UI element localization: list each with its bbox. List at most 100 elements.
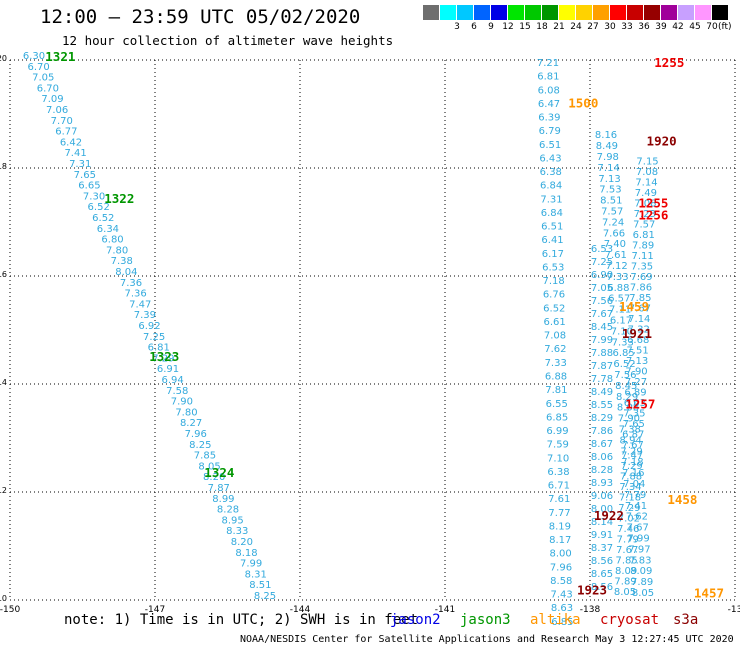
colorbar-box [525,5,541,20]
wave-height-value: 7.18 [542,276,564,287]
colorbar-unit: (ft) [718,22,732,32]
wave-height-value: 8.08 [617,403,639,414]
wave-height-value: 6.85 [546,412,568,423]
wave-height-value: 7.62 [626,512,648,523]
pass-number-label: 1321 [45,49,75,64]
wave-height-value: 6.88 [545,371,567,382]
wave-height-value: 8.51 [249,580,271,591]
pass-number-label: 1923 [577,583,607,598]
wave-height-value: 8.51 [600,196,622,207]
wave-height-value: 7.31 [69,159,91,170]
wave-height-value: 7.65 [623,419,645,430]
colorbar-box [678,5,694,20]
colorbar-box [661,5,677,20]
wave-height-value: 7.61 [605,250,627,261]
wave-height-value: 6.85 [613,348,635,359]
wave-height-value: 7.85 [629,293,651,304]
colorbar-label: 6 [471,22,477,32]
wave-height-value: 7.62 [544,344,566,355]
wave-height-value: 7.61 [548,494,570,505]
wave-height-value: 6.91 [157,364,179,375]
wave-height-value: 8.20 [203,472,225,483]
wave-height-value: 7.33 [612,337,634,348]
wave-height-value: 7.27 [625,377,647,388]
wave-height-value: 8.65 [591,569,613,580]
wave-height-value: 8.93 [591,478,613,489]
wave-height-value: 7.59 [547,440,569,451]
wave-height-value: 8.09 [615,566,637,577]
colorbar-label: 27 [587,22,599,32]
wave-height-value: 7.11 [609,305,631,316]
wave-height-value: 7.34 [619,482,641,493]
wave-height-value: 7.89 [632,241,654,252]
wave-height-value: 6.84 [541,208,563,219]
colorbar-box [423,5,439,20]
pass-number-label: 1457 [694,585,724,600]
wave-height-value: 7.35 [623,409,645,420]
legend-s3a: s3a [673,612,699,628]
colorbar-label: 9 [488,22,494,32]
wave-height-value: 7.36 [125,289,147,300]
wave-height-value: 7.04 [623,479,645,490]
wave-height-value: 8.19 [549,521,571,532]
wave-height-value: 7.51 [627,346,649,357]
wave-height-value: 6.79 [539,126,561,137]
wave-height-value: 7.14 [628,314,650,325]
wave-height-value: 6.39 [538,113,560,124]
colorbar-box [559,5,575,20]
wave-height-value: 8.49 [596,141,618,152]
wave-height-value: 7.77 [548,508,570,519]
wave-height-value: 8.37 [591,543,613,554]
wave-height-value: 7.25 [591,257,613,268]
wave-height-value: 6.81 [633,230,655,241]
wave-height-value: 7.80 [175,407,197,418]
colorbar-label: 42 [672,22,684,32]
wave-height-value: 9.06 [591,491,613,502]
wave-height-value: 6.38 [540,167,562,178]
wave-height-value: 7.56 [591,296,613,307]
wave-height-value: 7.58 [166,386,188,397]
wave-height-value: 7.88 [591,348,613,359]
wave-height-value: 8.28 [591,465,613,476]
wave-height-value: 7.29 [620,461,642,472]
wave-height-value: 7.69 [630,272,652,283]
wave-height-value: 7.24 [602,217,624,228]
wave-height-value: 6.81 [148,343,170,354]
colorbar-label: 15 [519,22,531,32]
wave-height-value: 6.43 [539,153,561,164]
wave-height-value: 8.58 [550,576,572,587]
pass-number-label: 1257 [625,396,655,411]
wave-height-value: 6.17 [542,249,564,260]
wave-height-value: 8.06 [591,452,613,463]
wave-height-value: 7.41 [64,148,86,159]
wave-height-value: 8.45 [591,322,613,333]
wave-height-value: 8.27 [180,418,202,429]
wave-height-value: 8.16 [595,130,617,141]
colorbar-box [542,5,558,20]
colorbar-box [644,5,660,20]
wave-height-value: 8.56 [591,556,613,567]
wave-height-value: 7.29 [152,353,174,364]
wave-height-value: 7.85 [616,556,638,567]
lat-tick-label: 12 [0,486,7,495]
colorbar-label: 36 [638,22,650,32]
wave-height-value: 7.67 [591,309,613,320]
wave-height-value: 7.78 [591,374,613,385]
wave-height-value: 7.38 [111,256,133,267]
wave-height-value: 6.89 [624,388,646,399]
colorbar-box [610,5,626,20]
wave-height-value: 8.14 [591,517,613,528]
wave-height-value: 7.80 [106,245,128,256]
wave-height-value: 8.29 [616,392,638,403]
colorbar-box [457,5,473,20]
legend-cryosat: cryosat [600,612,660,628]
wave-height-value: 7.99 [627,534,649,545]
wave-height-value: 6.41 [541,235,563,246]
pass-number-label: 1922 [594,508,624,523]
wave-height-value: 7.33 [606,272,628,283]
wave-height-value: 7.56 [614,370,636,381]
colorbar-label: 70 [706,22,718,32]
wave-height-value: 7.16 [622,468,644,479]
pass-number-label: 1920 [647,133,677,148]
